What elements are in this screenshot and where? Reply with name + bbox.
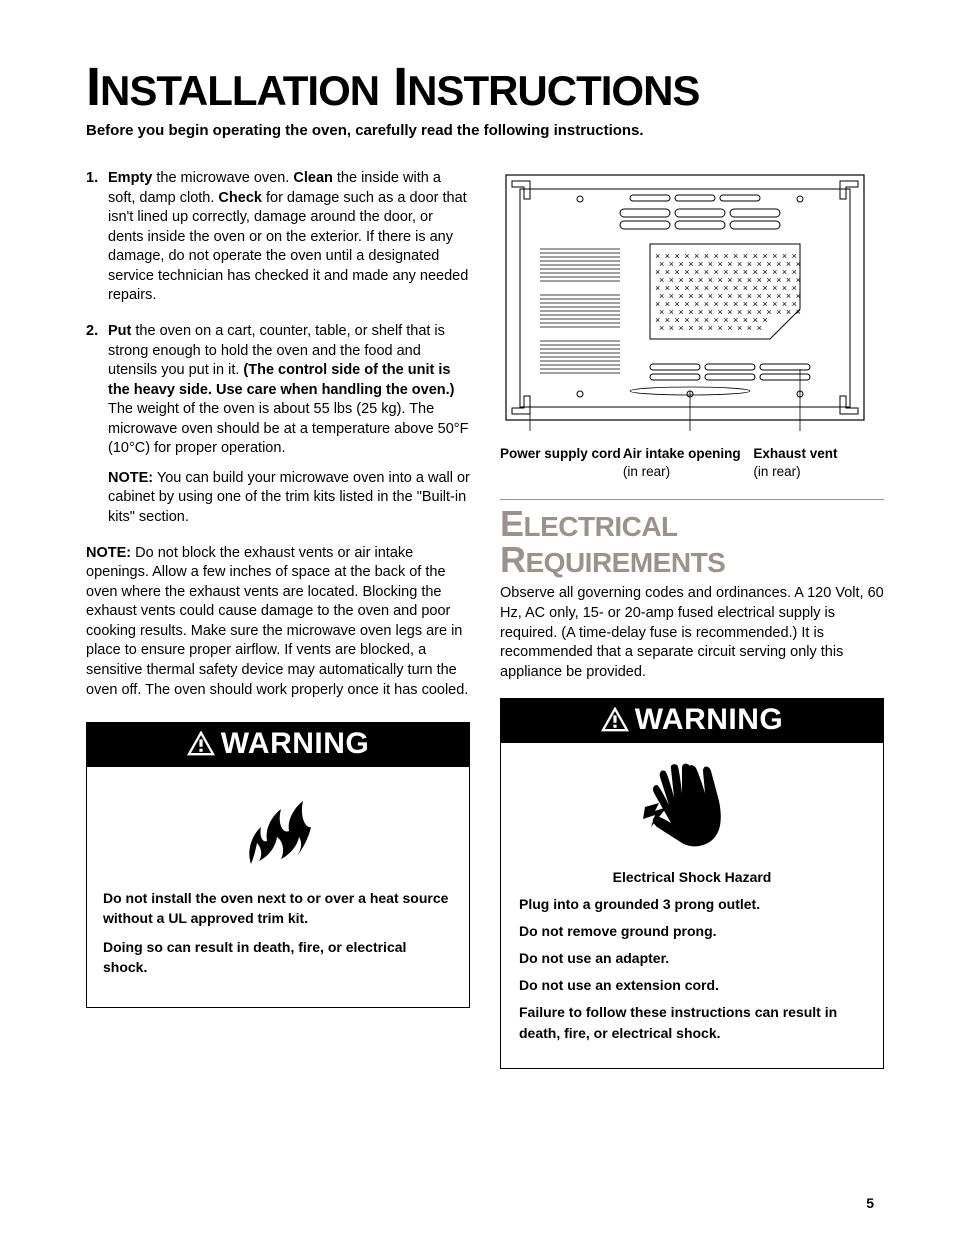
warning-shock-text: Electrical Shock Hazard Plug into a grou…	[501, 861, 883, 1068]
warning-fire-box: WARNING Do not install the oven next to …	[86, 722, 470, 1008]
warning-header-text: WARNING	[635, 703, 784, 737]
svg-text:× × × × × × × × × × ×: × × × × × × × × × × ×	[659, 323, 763, 333]
page-title: INSTALLATION INSTRUCTIONS	[86, 60, 884, 114]
left-column: 1. Empty the microwave oven. Clean the i…	[86, 169, 470, 1069]
shock-hand-icon	[501, 743, 883, 861]
label-air-intake: Air intake opening (in rear)	[623, 445, 754, 481]
warning-shock-box: WARNING Electrical Shock Hazard Plug int…	[500, 698, 884, 1069]
diagram-labels: Power supply cord Air intake opening (in…	[500, 445, 884, 481]
warning-header: WARNING	[501, 699, 883, 743]
step-number: 2.	[86, 322, 108, 528]
warning-triangle-icon	[187, 731, 215, 757]
fire-icon	[87, 767, 469, 880]
right-column: × × × × × × × × × × × × × × × × × × × × …	[500, 169, 884, 1069]
label-exhaust-vent: Exhaust vent (in rear)	[753, 445, 884, 481]
oven-rear-diagram: × × × × × × × × × × × × × × × × × × × × …	[500, 169, 884, 439]
warning-triangle-icon	[601, 707, 629, 733]
label-power-cord: Power supply cord	[500, 445, 623, 481]
step-2: 2. Put the oven on a cart, counter, tabl…	[86, 322, 470, 528]
section-electrical-title: ELECTRICAL REQUIREMENTS	[500, 499, 884, 578]
page-number: 5	[866, 1195, 874, 1211]
step-1: 1. Empty the microwave oven. Clean the i…	[86, 169, 470, 306]
page-subtitle: Before you begin operating the oven, car…	[86, 122, 884, 139]
step-body: Empty the microwave oven. Clean the insi…	[108, 169, 470, 306]
note-block: NOTE: Do not block the exhaust vents or …	[86, 544, 470, 701]
warning-header: WARNING	[87, 723, 469, 767]
warning-header-text: WARNING	[221, 727, 370, 761]
step-number: 1.	[86, 169, 108, 306]
section-electrical-body: Observe all governing codes and ordinanc…	[500, 584, 884, 682]
content-columns: 1. Empty the microwave oven. Clean the i…	[86, 169, 884, 1069]
warning-text: Do not install the oven next to or over …	[87, 880, 469, 1007]
step-body: Put the oven on a cart, counter, table, …	[108, 322, 470, 528]
